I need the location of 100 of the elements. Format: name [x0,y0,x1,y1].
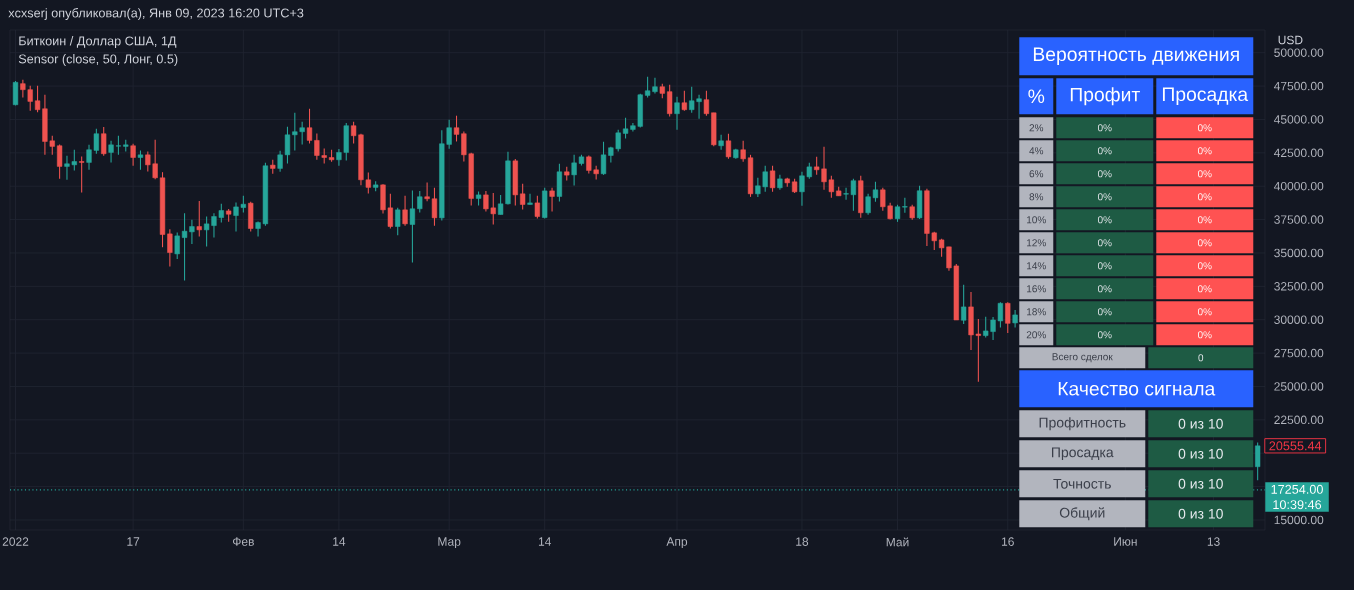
x-tick-label: 14 [333,537,346,546]
y-tick-label: 35000.00 [1274,248,1324,258]
x-tick-label: 14 [538,537,552,546]
data-label: 0% [1197,285,1212,293]
y-axis-title: USD [1278,35,1303,45]
data-label: 0% [1197,308,1212,316]
y-tick-label: 37500.00 [1274,215,1324,224]
text: xcxserj опубликовал(а), Янв 09, 2023 16:20 UTC+3 [8,8,304,20]
y-tick-label: 12% [1027,239,1046,247]
y-tick-label: 25000.00 [1274,382,1324,391]
data-label: 0% [1197,262,1212,270]
data-label: 0% [1097,147,1112,155]
y-tick-label: 18% [1027,308,1046,316]
annotation: 0 из 10 [1178,418,1223,429]
data-label: 0% [1097,193,1112,201]
y-tick-label: 32500.00 [1274,282,1324,291]
x-tick-label: Мар [438,537,461,549]
annotation: 20555.44 [1269,441,1322,451]
y-tick-label: 10% [1027,216,1046,224]
candlestick [674,96,680,131]
chart-title: Вероятность движения [1033,47,1239,65]
candlestick [196,200,202,238]
y-tick-label: 47500.00 [1273,81,1324,91]
y-tick-label: 22500.00 [1274,415,1324,425]
candlestick [534,195,540,220]
y-tick-label: 2% [1029,124,1044,132]
y-tick-label: 40000.00 [1273,181,1324,191]
text: Sensor (close, 50, Лонг, 0.5) [18,54,178,66]
annotation: 0 [1198,354,1204,362]
data-label: 0% [1097,170,1112,178]
annotation: Всего сделок [1052,353,1113,363]
data-label: 0% [1197,147,1212,155]
data-label: 0% [1097,124,1112,132]
y-tick-label: 50000.00 [1274,48,1324,57]
x-tick-label: Май [886,537,909,547]
candlestick [725,133,732,160]
y-tick-label: 27500.00 [1274,348,1324,358]
annotation: Просадка [1052,447,1114,461]
annotation: Профитность [1039,417,1126,431]
candlestick [1005,301,1011,334]
text: Качество сигнала [1058,382,1216,396]
candlestick [417,190,423,214]
candlestick [703,90,710,117]
candlestick [549,187,555,213]
candlestick [667,84,673,117]
data-label: 0% [1197,124,1212,132]
text: 10:39:46 [1273,500,1322,510]
data-label: 0% [1197,239,1212,247]
y-tick-label: 14% [1027,262,1046,270]
x-tick-label: Июн [1114,537,1137,546]
annotation: Общий [1059,507,1105,521]
x-tick-label: 16 [1002,537,1014,546]
data-label: 0% [1197,193,1212,201]
candlestick [681,90,687,112]
y-tick-label: 8% [1029,193,1044,201]
candlestick [101,126,107,157]
candlestick [79,155,85,194]
data-label: 0% [1097,308,1112,316]
candlestick [56,143,63,180]
annotation: 0 из 10 [1178,508,1223,519]
annotation: 0 из 10 [1178,448,1223,459]
x-tick-label: Апр [666,537,688,549]
data-label: 0% [1097,239,1112,247]
candlestick [961,284,967,325]
data-label: 0% [1097,331,1112,339]
candlestick [402,195,408,227]
y-tick-label: 6% [1029,170,1044,178]
y-tick-label: 20% [1026,331,1046,339]
data-label: 0% [1097,216,1112,224]
annotation: 0 из 10 [1178,478,1223,489]
y-tick-label: 42500.00 [1273,148,1324,158]
y-axis-title: % [1028,89,1045,104]
y-tick-label: 45000.00 [1273,115,1324,124]
data-label: 0% [1197,331,1212,339]
y-tick-label: 16% [1027,285,1046,293]
candlestick [740,140,746,163]
candlestick [1255,442,1261,481]
x-tick-label: 13 [1207,537,1220,546]
x-tick-label: 17 [127,537,140,546]
candlestick [769,165,776,193]
candlestick [137,149,144,171]
data-label: 0% [1097,285,1112,293]
candlestick [12,80,19,106]
x-tick-label: 2022 [2,537,29,546]
candlestick [174,231,180,260]
data-label: 0% [1197,216,1212,224]
candlestick [395,207,401,236]
data-label: 0% [1097,262,1112,270]
candlestick [527,193,533,206]
y-tick-label: 30000.00 [1274,315,1324,324]
x-tick-label: Фев [232,537,254,546]
candlestick [520,183,526,211]
candlestick [718,134,724,151]
data-label: 0% [1197,170,1212,178]
y-tick-label: 4% [1029,147,1044,155]
candlestick [130,143,136,167]
chart-title: Биткоин / Доллар США, 1Д [19,36,177,48]
x-tick-label: 18 [796,537,809,546]
x-tick-label: Профит [1070,87,1140,106]
y-tick-label: 15000.00 [1274,515,1324,525]
